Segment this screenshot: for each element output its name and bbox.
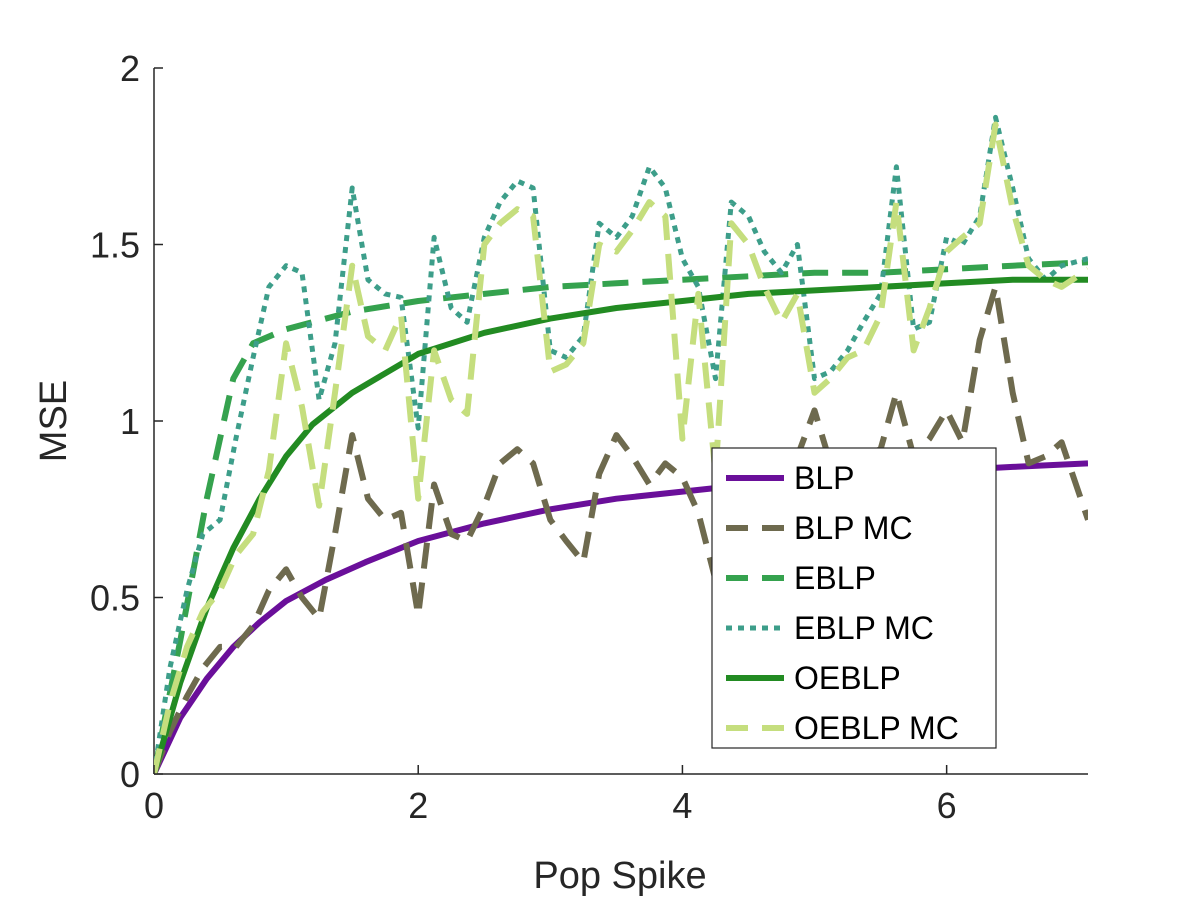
legend-label: EBLP: [794, 560, 876, 596]
series-line-eblp-mc: [154, 114, 1088, 774]
y-tick-label: 0.5: [90, 578, 140, 619]
legend: BLP BLP MC EBLP EBLP MC OEBLP OEBLP MC: [711, 447, 997, 749]
legend-label: EBLP MC: [794, 610, 934, 646]
series-line-oeblp-mc: [154, 121, 1088, 774]
legend-label: OEBLP: [794, 660, 901, 696]
x-tick-label: 4: [672, 785, 692, 826]
legend-label: OEBLP MC: [794, 710, 959, 746]
series-line-eblp: [154, 259, 1088, 774]
series-line-blp-mc: [154, 283, 1088, 774]
y-tick-label: 2: [120, 48, 140, 89]
tick-labels: 0 2 4 6 0 0.5 1 1.5 2: [90, 48, 957, 826]
y-tick-label: 0: [120, 754, 140, 795]
legend-label: BLP MC: [794, 510, 913, 546]
x-axis-label: Pop Spike: [533, 855, 706, 897]
legend-box: [711, 447, 997, 749]
legend-label: BLP: [794, 460, 854, 496]
x-tick-label: 0: [144, 785, 164, 826]
series-group: [154, 114, 1088, 774]
y-tick-label: 1.5: [90, 225, 140, 266]
y-axis-label: MSE: [33, 380, 75, 462]
x-tick-label: 2: [408, 785, 428, 826]
y-tick-label: 1: [120, 401, 140, 442]
series-line-oeblp: [154, 276, 1088, 774]
x-tick-label: 6: [937, 785, 957, 826]
